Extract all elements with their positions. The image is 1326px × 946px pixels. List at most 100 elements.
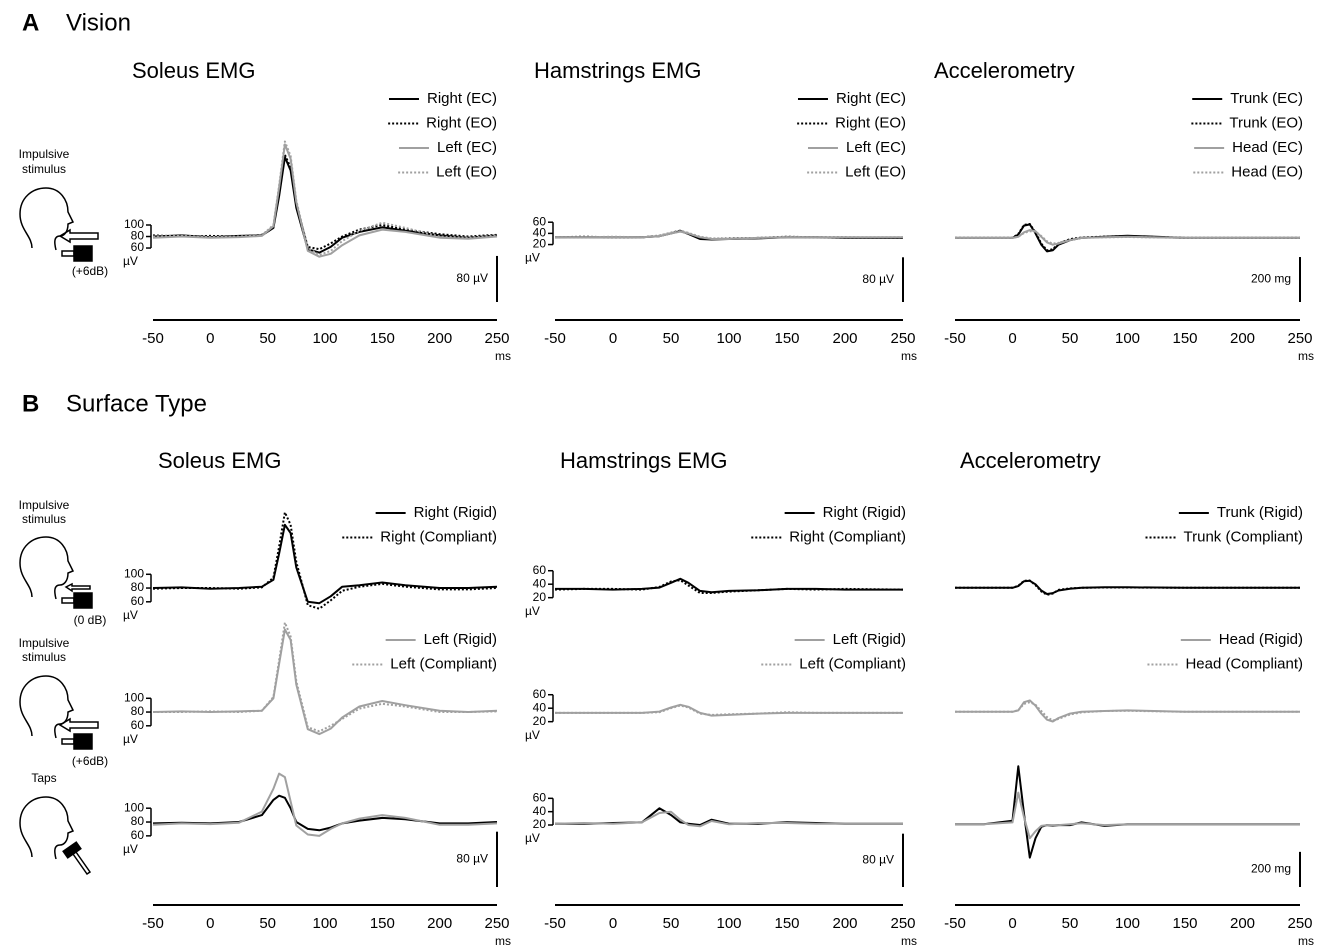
y-unit: µV [525,251,540,265]
legend-label: Left (EO) [436,163,497,180]
x-tick-label: 200 [1230,330,1255,347]
y-unit: µV [525,831,540,845]
x-tick-label: 150 [774,330,799,347]
scale-bar-label: 80 µV [862,853,894,867]
x-tick-label: 100 [312,330,337,347]
x-tick-label: -50 [142,915,164,932]
legend-label: Right (EO) [835,114,906,131]
legend-label: Left (Compliant) [390,655,497,672]
y-tick-label: 40 [533,700,547,714]
legend-label: Right (EC) [836,90,906,107]
y-tick-label: 60 [131,594,145,608]
x-axis-label: ms [901,934,917,946]
series-line [555,579,903,593]
x-tick-label: 150 [370,915,395,932]
speaker-icon [74,734,92,749]
x-tick-label: 0 [609,330,617,347]
icon-label: stimulus [22,512,66,526]
x-axis-label: ms [901,349,917,363]
x-tick-label: 250 [484,915,509,932]
y-tick-label: 60 [131,828,145,842]
legend-label: Trunk (EO) [1229,114,1303,131]
x-tick-label: 50 [663,330,680,347]
y-tick-label: 60 [533,563,547,577]
speaker-icon [62,598,74,603]
x-tick-label: 150 [1172,330,1197,347]
head-icon [20,188,73,250]
x-tick-label: 100 [716,915,741,932]
y-unit: µV [123,842,138,856]
icon-label: stimulus [22,162,66,176]
y-tick-label: 60 [131,718,145,732]
speaker-icon [62,739,74,744]
x-tick-label: 200 [832,915,857,932]
x-tick-label: 250 [1287,330,1312,347]
x-tick-label: 0 [206,330,214,347]
speaker-icon [62,251,74,256]
x-tick-label: -50 [544,915,566,932]
series-line [555,812,903,827]
legend-label: Trunk (EC) [1230,90,1303,107]
speaker-icon [74,593,92,608]
x-tick-label: -50 [944,330,966,347]
y-tick-label: 80 [131,704,145,718]
series-line [955,793,1300,839]
x-tick-label: 150 [370,330,395,347]
x-tick-label: 50 [1062,330,1079,347]
x-tick-label: 0 [1008,330,1016,347]
y-unit: µV [525,728,540,742]
chart-title: Soleus EMG [158,448,282,473]
legend-label: Left (Compliant) [799,655,906,672]
y-tick-label: 100 [124,690,144,704]
x-tick-label: 50 [1062,915,1079,932]
y-tick-label: 20 [533,817,547,831]
speaker-icon [74,246,92,261]
icon-label: (+6dB) [72,264,108,278]
arrow-icon [60,719,98,731]
icon-label: Taps [31,771,56,785]
x-tick-label: 200 [427,330,452,347]
legend-label: Left (Rigid) [833,631,906,648]
chart-title: Hamstrings EMG [534,58,701,83]
scale-bar-label: 200 mg [1251,272,1291,286]
series-line [153,774,497,836]
scale-bar-label: 200 mg [1251,862,1291,876]
y-tick-label: 80 [131,580,145,594]
x-tick-label: 0 [1008,915,1016,932]
y-tick-label: 40 [533,576,547,590]
y-tick-label: 100 [124,800,144,814]
y-unit: µV [123,254,138,268]
series-line [955,230,1300,245]
y-unit: µV [123,732,138,746]
series-line [955,766,1300,857]
legend-label: Trunk (Rigid) [1217,504,1303,521]
panel-title: Surface Type [66,390,207,417]
x-tick-label: 0 [206,915,214,932]
x-tick-label: 50 [259,330,276,347]
arrow-icon [66,584,90,591]
x-tick-label: 100 [716,330,741,347]
series-line [555,808,903,825]
panel-letter: B [22,390,39,417]
y-tick-label: 100 [124,566,144,580]
x-axis-label: ms [495,934,511,946]
panel-letter: A [22,9,39,36]
legend-label: Head (EC) [1232,139,1303,156]
x-tick-label: 250 [1287,915,1312,932]
panel-title: Vision [66,9,131,36]
x-tick-label: 250 [484,330,509,347]
x-tick-label: -50 [544,330,566,347]
legend-label: Head (Rigid) [1219,631,1303,648]
legend-label: Right (Compliant) [380,528,497,545]
legend-label: Right (EC) [427,90,497,107]
scale-bar-label: 80 µV [862,272,894,286]
y-tick-label: 60 [533,687,547,701]
x-tick-label: 100 [1115,915,1140,932]
legend-label: Left (EC) [437,139,497,156]
y-tick-label: 60 [533,214,547,228]
x-axis-label: ms [1298,349,1314,363]
y-tick-label: 40 [533,804,547,818]
x-tick-label: 150 [1172,915,1197,932]
x-tick-label: 150 [774,915,799,932]
y-tick-label: 20 [533,590,547,604]
